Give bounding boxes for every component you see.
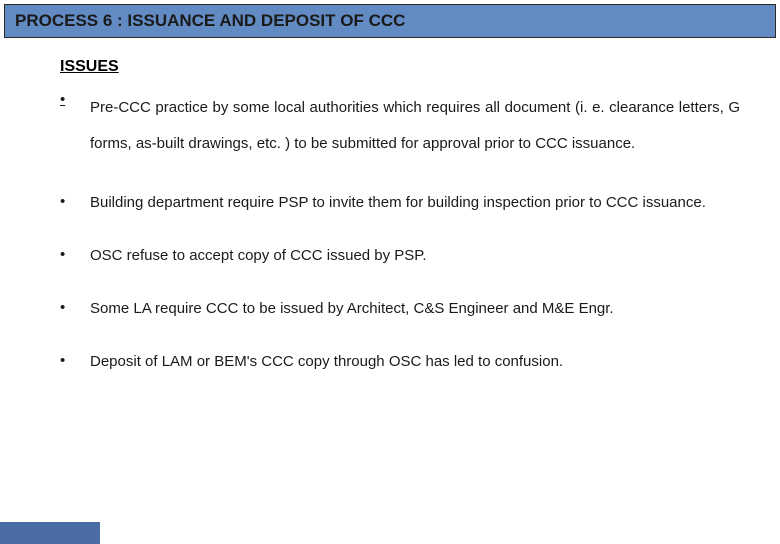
issue-row: • Pre-CCC practice by some local authori… [60, 90, 740, 162]
issue-text: OSC refuse to accept copy of CCC issued … [90, 245, 740, 266]
issue-row: • Some LA require CCC to be issued by Ar… [60, 298, 740, 319]
bullet-icon: • [60, 192, 90, 210]
issue-row: • Building department require PSP to inv… [60, 192, 740, 213]
bullet-icon: • [60, 351, 90, 369]
footer-bar [0, 522, 100, 544]
header-bar: PROCESS 6 : ISSUANCE AND DEPOSIT OF CCC [4, 4, 776, 38]
header-title: PROCESS 6 : ISSUANCE AND DEPOSIT OF CCC [15, 11, 765, 31]
issue-text: Deposit of LAM or BEM's CCC copy through… [90, 351, 740, 372]
issue-text: Pre-CCC practice by some local authoriti… [90, 90, 740, 162]
issue-row: • OSC refuse to accept copy of CCC issue… [60, 245, 740, 266]
bullet-icon: • [60, 298, 90, 316]
content-area: ISSUES • Pre-CCC practice by some local … [0, 38, 780, 372]
bullet-icon: • [60, 90, 90, 108]
issue-text: Some LA require CCC to be issued by Arch… [90, 298, 740, 319]
issue-row: • Deposit of LAM or BEM's CCC copy throu… [60, 351, 740, 372]
section-heading: ISSUES [60, 58, 740, 76]
bullet-icon: • [60, 245, 90, 263]
issue-text: Building department require PSP to invit… [90, 192, 740, 213]
